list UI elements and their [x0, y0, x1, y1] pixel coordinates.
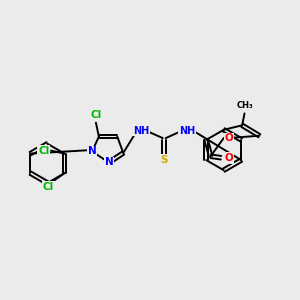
- Text: NH: NH: [133, 126, 149, 136]
- Text: S: S: [160, 154, 168, 164]
- Text: N: N: [105, 158, 113, 167]
- Text: NH: NH: [179, 126, 195, 136]
- Text: CH₃: CH₃: [236, 101, 253, 110]
- Text: Cl: Cl: [38, 146, 49, 156]
- Text: O: O: [224, 153, 233, 163]
- Text: Cl: Cl: [43, 182, 54, 192]
- Text: N: N: [88, 146, 96, 157]
- Text: Cl: Cl: [90, 110, 101, 120]
- Text: O: O: [224, 134, 233, 143]
